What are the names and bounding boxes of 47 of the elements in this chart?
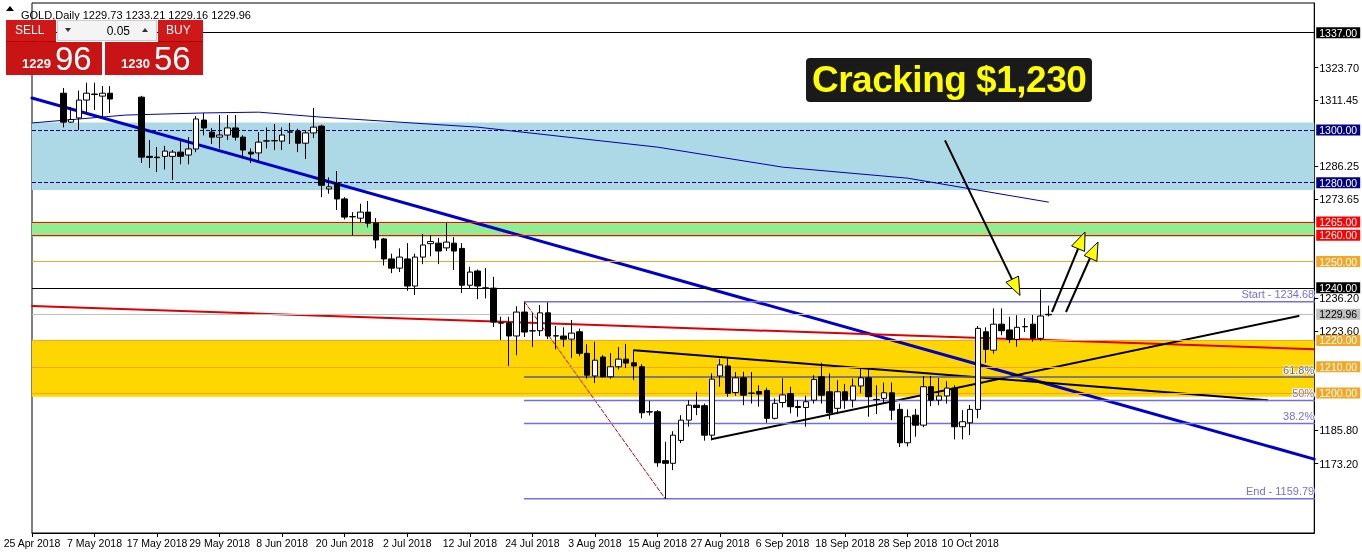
x-tick-label: 15 Aug 2018 — [627, 536, 688, 549]
y-tick-label: 1236.20 — [1319, 291, 1359, 304]
ref-line-label: 1300.00 — [1319, 124, 1358, 137]
x-tick-label: 28 Sep 2018 — [877, 536, 938, 549]
y-tick-label: 1223.60 — [1319, 324, 1359, 337]
annotation: Cracking $1,230 — [806, 58, 1093, 102]
ref-line-label: 1210.00 — [1319, 360, 1358, 373]
x-tick-label: 17 May 2018 — [126, 536, 188, 549]
series-label: Start - 1234.68 — [1241, 288, 1315, 301]
x-tick-label: 24 Jul 2018 — [505, 536, 560, 549]
y-tick-label: 1173.20 — [1319, 457, 1359, 470]
ref-line-label: 1229.96 — [1319, 308, 1358, 321]
ref-line-label: 1240.00 — [1319, 281, 1358, 294]
x-tick-label: 20 Jun 2018 — [315, 536, 374, 549]
series-label: 38.2% — [1283, 410, 1315, 423]
ref-line-label: 1200.00 — [1319, 387, 1358, 400]
x-tick-label: 7 May 2018 — [67, 536, 123, 549]
y-tick-label: 1311.45 — [1319, 93, 1359, 106]
y-tick-label: 1273.65 — [1319, 193, 1359, 206]
x-tick-label: 8 Jun 2018 — [256, 536, 309, 549]
ref-line-label: 1220.00 — [1319, 334, 1358, 347]
text: GOLD,Daily 1229.73 1233.21 1229.16 1229.96 — [21, 8, 251, 21]
y-tick-label: 1286.25 — [1319, 160, 1359, 173]
y-tick-label: 1323.70 — [1319, 61, 1359, 74]
ref-line-label: 1265.00 — [1319, 216, 1358, 229]
x-tick-label: 6 Sep 2018 — [755, 536, 810, 549]
annotation: 96 — [55, 40, 92, 78]
x-tick-label: 10 Oct 2018 — [941, 536, 999, 549]
annotation: 1230 — [121, 56, 150, 71]
ref-line-label: 1250.00 — [1319, 255, 1358, 268]
annotation: BUY — [166, 23, 191, 37]
x-tick-label: 2 Jul 2018 — [383, 536, 432, 549]
annotation: 56 — [154, 40, 191, 78]
x-tick-label: 25 Apr 2018 — [3, 536, 61, 549]
ref-line-label: 1260.00 — [1319, 229, 1358, 242]
y-tick-label: 1185.80 — [1319, 424, 1359, 437]
annotation: 1229 — [22, 56, 51, 71]
x-tick-label: 12 Jul 2018 — [442, 536, 498, 549]
annotation: SELL — [15, 23, 45, 37]
x-tick-label: 27 Aug 2018 — [690, 536, 750, 549]
annotation: 0.05 — [106, 24, 130, 38]
ref-line-label: 1337.00 — [1319, 26, 1358, 39]
x-tick-label: 3 Aug 2018 — [568, 536, 622, 549]
x-tick-label: 29 May 2018 — [189, 536, 251, 549]
x-tick-label: 18 Sep 2018 — [815, 536, 876, 549]
series-label: End - 1159.79 — [1245, 485, 1315, 498]
ref-line-label: 1280.00 — [1319, 176, 1358, 189]
